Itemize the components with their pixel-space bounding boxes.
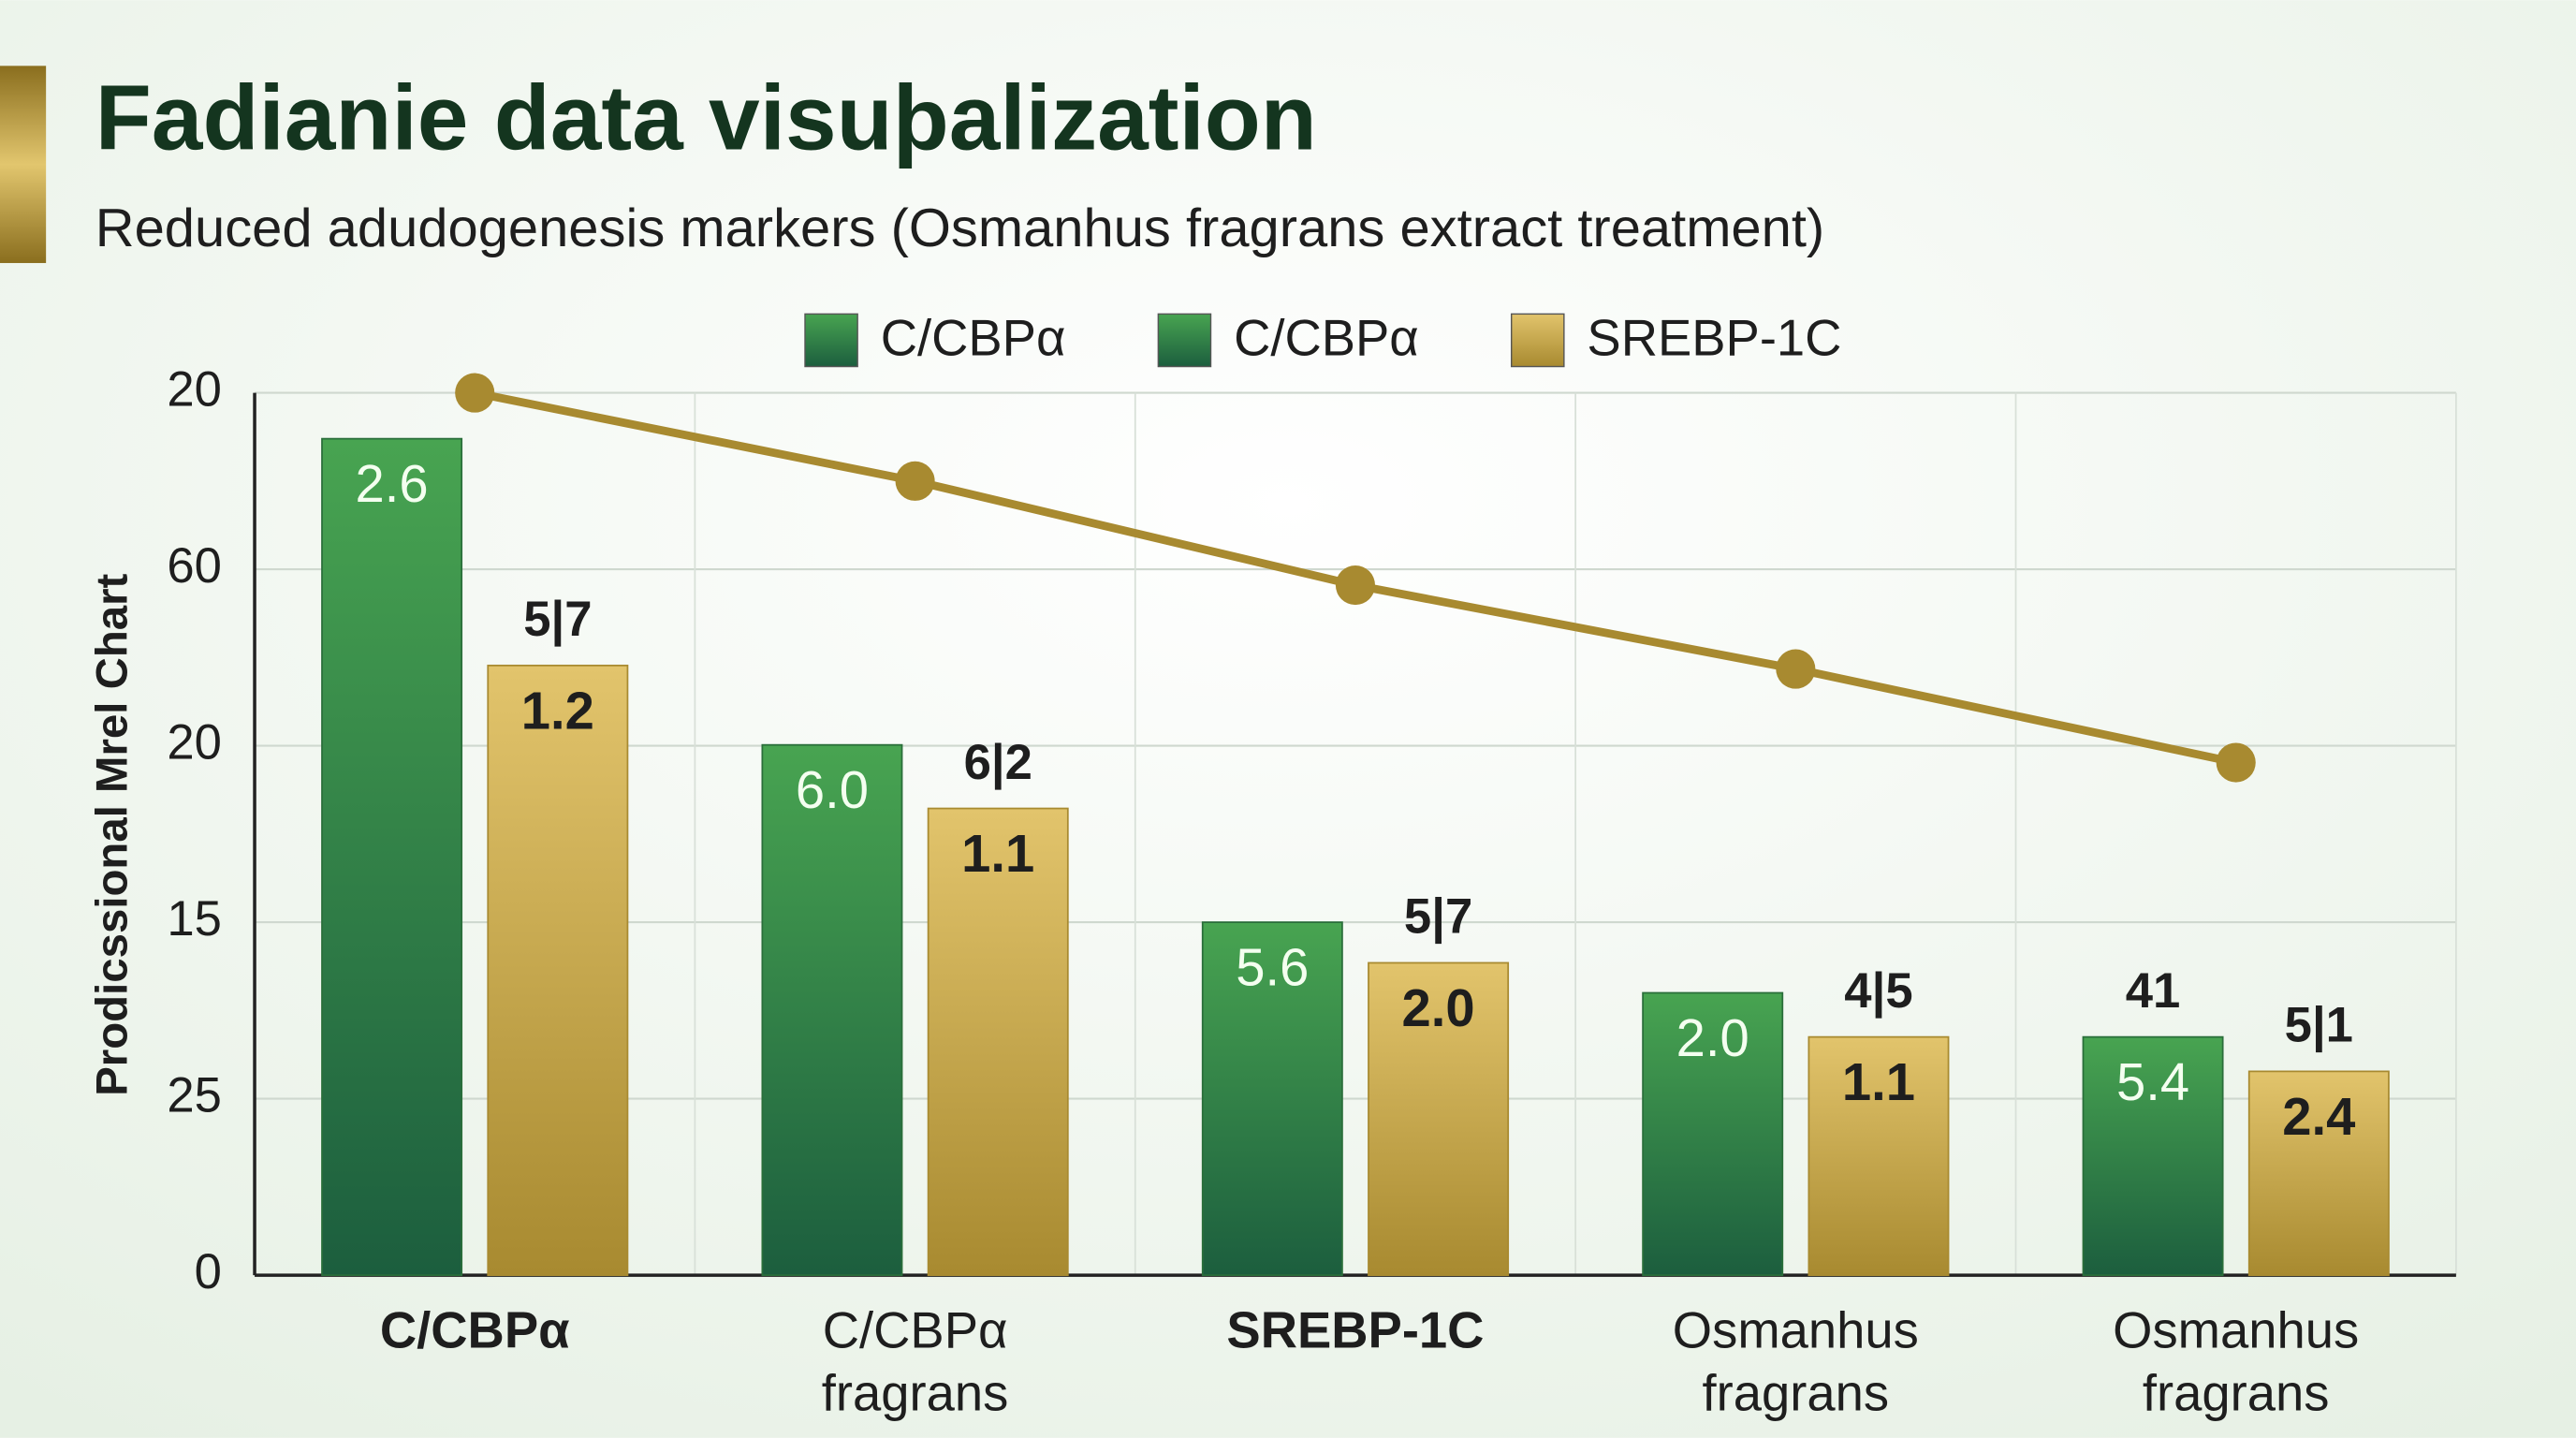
line-point <box>455 373 495 413</box>
bar <box>2247 1070 2390 1276</box>
chart-subtitle: Reduced adudogenesis markers (Osmanhus f… <box>95 198 1824 258</box>
bar <box>1368 961 1510 1276</box>
legend-swatch <box>1510 313 1565 368</box>
chart-title: Fadianie data visuþalization <box>95 66 1317 169</box>
legend-label: SREBP-1C <box>1587 310 1841 367</box>
accent-bar <box>0 66 47 263</box>
bar <box>2082 1035 2224 1276</box>
bar <box>1201 921 1343 1276</box>
x-tick-label: fragrans <box>1703 1364 1890 1421</box>
y-tick-label: 20 <box>167 715 222 770</box>
legend-label: C/CBPα <box>881 310 1066 367</box>
x-tick-label: C/CBPα <box>380 1302 570 1359</box>
data-label: 1.2 <box>521 681 594 740</box>
legend-label: C/CBPα <box>1234 310 1419 367</box>
data-label-top: 5|7 <box>1404 889 1472 945</box>
data-label-top: 5|1 <box>2285 998 2353 1053</box>
line-point <box>2216 742 2256 783</box>
bar <box>487 664 629 1276</box>
data-label: 1.1 <box>1842 1052 1915 1111</box>
data-label-top: 6|2 <box>964 735 1032 790</box>
y-tick-label: 15 <box>167 891 222 946</box>
line-point <box>1335 565 1376 606</box>
x-tick-label: fragrans <box>2143 1364 2330 1421</box>
y-tick-label: 60 <box>167 538 222 594</box>
data-label-top: 4|5 <box>1844 963 1912 1019</box>
x-tick-label: Osmanhus <box>2113 1302 2359 1359</box>
data-label: 5.4 <box>2116 1052 2189 1111</box>
bar <box>321 437 463 1276</box>
data-label: 2.6 <box>356 454 429 513</box>
bar <box>1642 991 1784 1276</box>
legend-swatch <box>1157 313 1212 368</box>
line-point <box>1776 649 1816 689</box>
data-label: 1.1 <box>961 824 1034 883</box>
y-axis-label: Prodicssional Mrel Chart <box>87 573 137 1095</box>
annotation: 41 <box>2126 963 2181 1019</box>
data-label: 5.6 <box>1236 938 1309 997</box>
y-tick-label: 20 <box>167 362 222 418</box>
y-tick-label: 0 <box>195 1244 222 1299</box>
legend-swatch <box>804 313 858 368</box>
data-label: 2.0 <box>1676 1008 1749 1067</box>
x-tick-label: SREBP-1C <box>1226 1302 1484 1359</box>
x-tick-label: fragrans <box>822 1364 1009 1421</box>
x-tick-label: C/CBPα <box>823 1302 1008 1359</box>
bar <box>927 807 1069 1276</box>
data-label: 2.0 <box>1402 978 1475 1037</box>
data-label: 2.4 <box>2282 1087 2355 1146</box>
data-label: 6.0 <box>796 760 869 819</box>
x-tick-label: Osmanhus <box>1673 1302 1919 1359</box>
y-tick-label: 25 <box>167 1068 222 1123</box>
bar <box>1808 1035 1950 1276</box>
data-label-top: 5|7 <box>523 592 592 647</box>
bar <box>761 743 903 1276</box>
line-point <box>895 461 935 501</box>
